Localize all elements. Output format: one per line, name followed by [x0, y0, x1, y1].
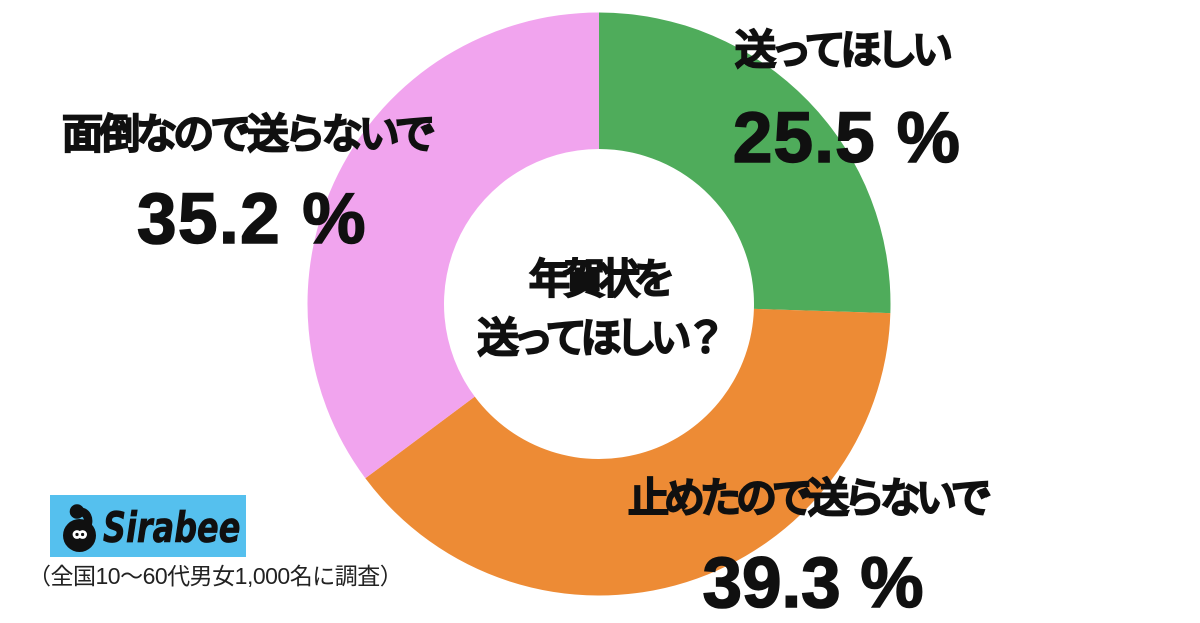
donut-center-title: 年賀状を 送ってほしい？ — [477, 250, 728, 368]
brand-name: Sirabee — [103, 503, 241, 552]
segment-value-stopped: 39.3 % — [702, 544, 925, 623]
segment-label-hassle: 面倒なので送らないで — [61, 111, 436, 157]
sirabee-logo-badge: Sirabee — [50, 495, 246, 557]
donut-segment — [365, 308, 891, 596]
segment-label-stopped: 止めたので送らないで — [627, 475, 992, 521]
segment-value-hassle: 35.2 % — [136, 180, 368, 259]
donut-segment — [307, 12, 599, 479]
center-title-line2: 送ってほしい？ — [477, 314, 728, 362]
segment-value-want: 25.5 % — [732, 99, 962, 178]
sirabee-mascot-icon — [63, 504, 96, 552]
donut-segment — [599, 12, 891, 314]
center-title-line1: 年賀状を — [528, 255, 676, 303]
segment-label-want: 送ってほしい — [734, 27, 954, 73]
survey-caption: （全国10〜60代男女1,000名に調査） — [28, 563, 403, 589]
